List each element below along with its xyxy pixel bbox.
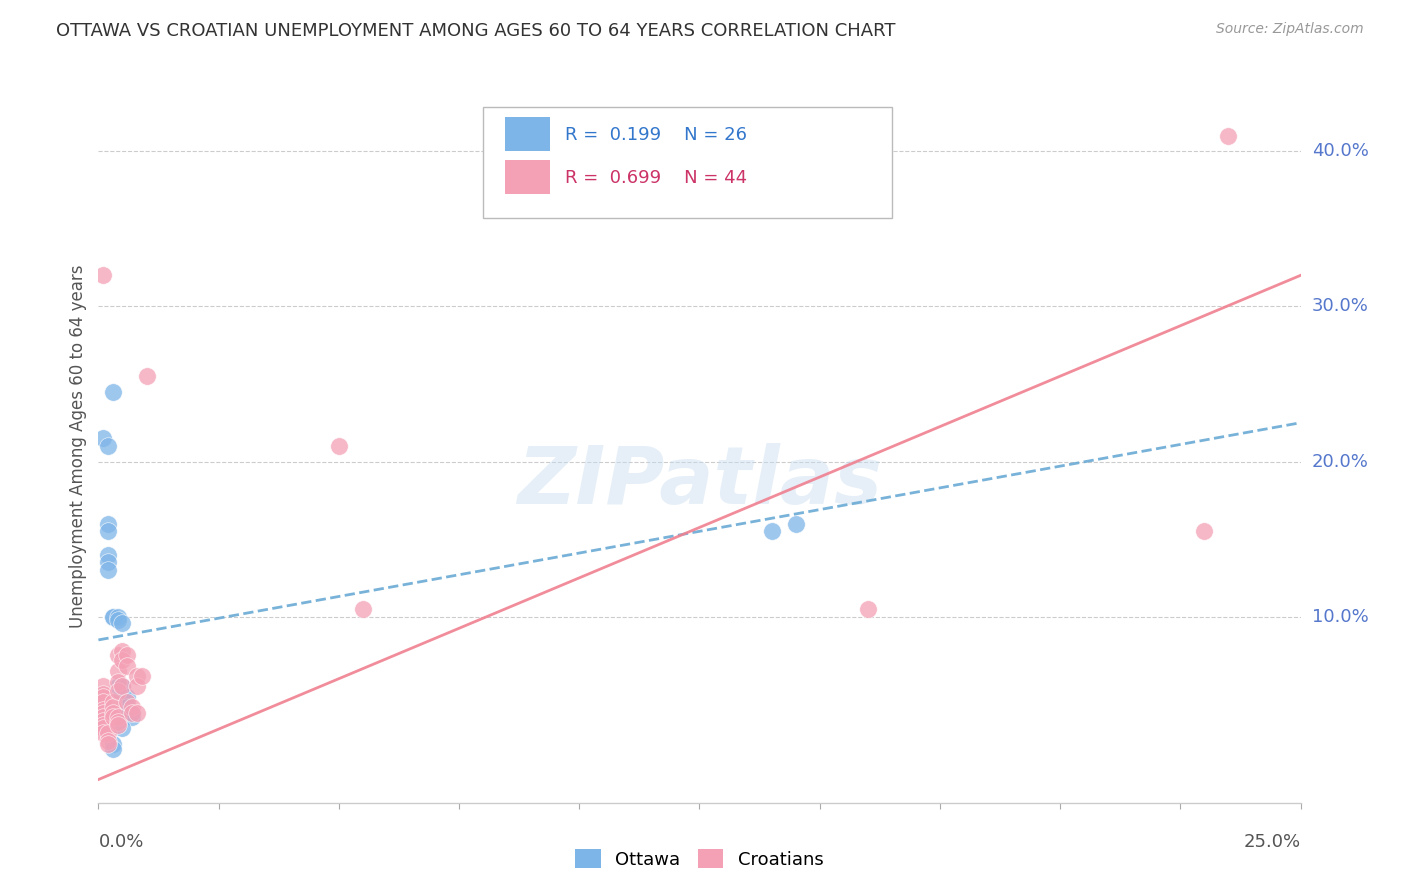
Point bbox=[107, 680, 129, 694]
Point bbox=[97, 733, 120, 747]
Point bbox=[121, 699, 143, 714]
Point bbox=[856, 602, 879, 616]
Point bbox=[91, 722, 114, 736]
Text: 30.0%: 30.0% bbox=[1312, 297, 1368, 316]
Point bbox=[97, 524, 120, 539]
Point bbox=[111, 615, 134, 630]
Text: Source: ZipAtlas.com: Source: ZipAtlas.com bbox=[1216, 22, 1364, 37]
Point bbox=[91, 690, 114, 705]
Point bbox=[107, 664, 129, 678]
Point bbox=[101, 384, 124, 399]
Point bbox=[97, 439, 120, 453]
Text: 20.0%: 20.0% bbox=[1312, 452, 1368, 470]
Point bbox=[117, 699, 139, 714]
Point bbox=[111, 687, 134, 701]
Point bbox=[111, 722, 134, 736]
Point bbox=[1218, 128, 1240, 143]
Point bbox=[91, 695, 114, 709]
Y-axis label: Unemployment Among Ages 60 to 64 years: Unemployment Among Ages 60 to 64 years bbox=[69, 264, 87, 628]
Point bbox=[101, 695, 124, 709]
FancyBboxPatch shape bbox=[505, 117, 550, 152]
Text: OTTAWA VS CROATIAN UNEMPLOYMENT AMONG AGES 60 TO 64 YEARS CORRELATION CHART: OTTAWA VS CROATIAN UNEMPLOYMENT AMONG AG… bbox=[56, 22, 896, 40]
Point bbox=[101, 699, 124, 714]
Point bbox=[91, 726, 114, 740]
Point bbox=[785, 516, 807, 531]
Point bbox=[97, 555, 120, 569]
Text: ZIPatlas: ZIPatlas bbox=[517, 442, 882, 521]
Point bbox=[352, 602, 374, 616]
Point bbox=[107, 648, 129, 663]
Point bbox=[117, 695, 139, 709]
Point bbox=[125, 668, 148, 682]
Text: R =  0.199    N = 26: R = 0.199 N = 26 bbox=[565, 126, 747, 144]
Point bbox=[91, 714, 114, 728]
Point bbox=[117, 659, 139, 673]
Point bbox=[121, 706, 143, 720]
Point bbox=[761, 524, 783, 539]
Point bbox=[131, 668, 153, 682]
Point bbox=[107, 684, 129, 698]
Point bbox=[111, 653, 134, 667]
Point bbox=[91, 680, 114, 694]
Point bbox=[121, 710, 143, 724]
Point bbox=[101, 706, 124, 720]
Point bbox=[101, 737, 124, 751]
Point bbox=[107, 609, 129, 624]
Point bbox=[97, 737, 120, 751]
Point bbox=[135, 369, 157, 384]
Point bbox=[125, 680, 148, 694]
Point bbox=[117, 690, 139, 705]
Point bbox=[107, 718, 129, 732]
Point bbox=[97, 548, 120, 562]
Point bbox=[107, 613, 129, 627]
Point bbox=[111, 644, 134, 658]
FancyBboxPatch shape bbox=[484, 107, 891, 218]
Point bbox=[91, 431, 114, 445]
Point bbox=[1194, 524, 1216, 539]
Point bbox=[125, 706, 148, 720]
Point bbox=[101, 609, 124, 624]
Point bbox=[101, 741, 124, 756]
Text: 40.0%: 40.0% bbox=[1312, 142, 1368, 161]
Point bbox=[91, 706, 114, 720]
Point bbox=[117, 706, 139, 720]
Point bbox=[107, 710, 129, 724]
Text: 0.0%: 0.0% bbox=[98, 833, 143, 851]
Point bbox=[91, 703, 114, 717]
Point bbox=[97, 726, 120, 740]
Text: R =  0.699    N = 44: R = 0.699 N = 44 bbox=[565, 169, 747, 186]
Point bbox=[91, 687, 114, 701]
Point bbox=[107, 715, 129, 730]
Legend: Ottawa, Croatians: Ottawa, Croatians bbox=[568, 842, 831, 876]
Point bbox=[107, 674, 129, 689]
Point bbox=[91, 710, 114, 724]
Text: 10.0%: 10.0% bbox=[1312, 607, 1368, 625]
Point bbox=[101, 710, 124, 724]
Point bbox=[91, 268, 114, 283]
Point bbox=[97, 516, 120, 531]
Text: 25.0%: 25.0% bbox=[1243, 833, 1301, 851]
Point bbox=[111, 680, 134, 694]
Point bbox=[328, 439, 350, 453]
Point bbox=[111, 680, 134, 694]
Point bbox=[101, 609, 124, 624]
Point bbox=[97, 563, 120, 577]
Point bbox=[121, 706, 143, 720]
Point bbox=[117, 648, 139, 663]
Point bbox=[91, 718, 114, 732]
FancyBboxPatch shape bbox=[505, 160, 550, 194]
